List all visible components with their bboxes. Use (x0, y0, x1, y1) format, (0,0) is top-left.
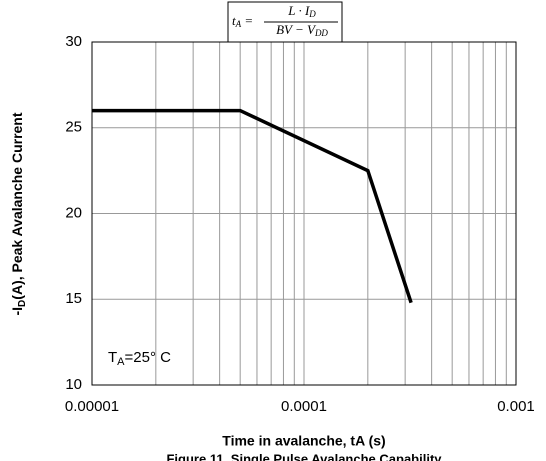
formula-lhs: tA = (232, 13, 253, 29)
annotation-sub: A (117, 356, 125, 368)
y-tick-label: 15 (65, 290, 82, 307)
y-tick-label: 25 (65, 119, 82, 136)
data-line (92, 108, 413, 304)
caption: Figure 11. Single Pulse Avalanche Capabi… (166, 451, 442, 461)
x-tick-label: 0.0001 (281, 398, 327, 415)
formula-part: L · I (287, 3, 310, 18)
y-label-part: -I (9, 307, 25, 316)
y-tick-label: 20 (65, 204, 82, 221)
y-label-part: (A), Peak Avalanche Current (9, 112, 25, 300)
annotation-part: =25° C (125, 349, 172, 366)
y-tick-label: 10 (65, 376, 82, 393)
y-axis-label: -ID(A), Peak Avalanche Current (9, 112, 28, 315)
y-label-sub: D (17, 300, 28, 307)
formula-sub: A (235, 19, 242, 29)
x-axis-label: Time in avalanche, tA (s) (222, 433, 385, 449)
annotation: TA=25° C (108, 349, 171, 368)
formula-box: tA = L · ID BV − VDD (227, 1, 343, 43)
x-tick-label: 0.00001 (65, 398, 119, 415)
formula-part: BV − V (276, 22, 317, 37)
formula-denominator: BV − VDD (276, 22, 328, 38)
formula-sub: DD (314, 28, 328, 38)
x-tick-label: 0.001 (497, 398, 535, 415)
formula-numerator: L · ID (287, 3, 316, 19)
y-tick-label: 30 (65, 33, 82, 50)
formula-sub: D (308, 9, 316, 19)
formula-part: = (241, 13, 253, 28)
annotation-part: T (108, 349, 117, 366)
formula-part: t (232, 13, 236, 28)
